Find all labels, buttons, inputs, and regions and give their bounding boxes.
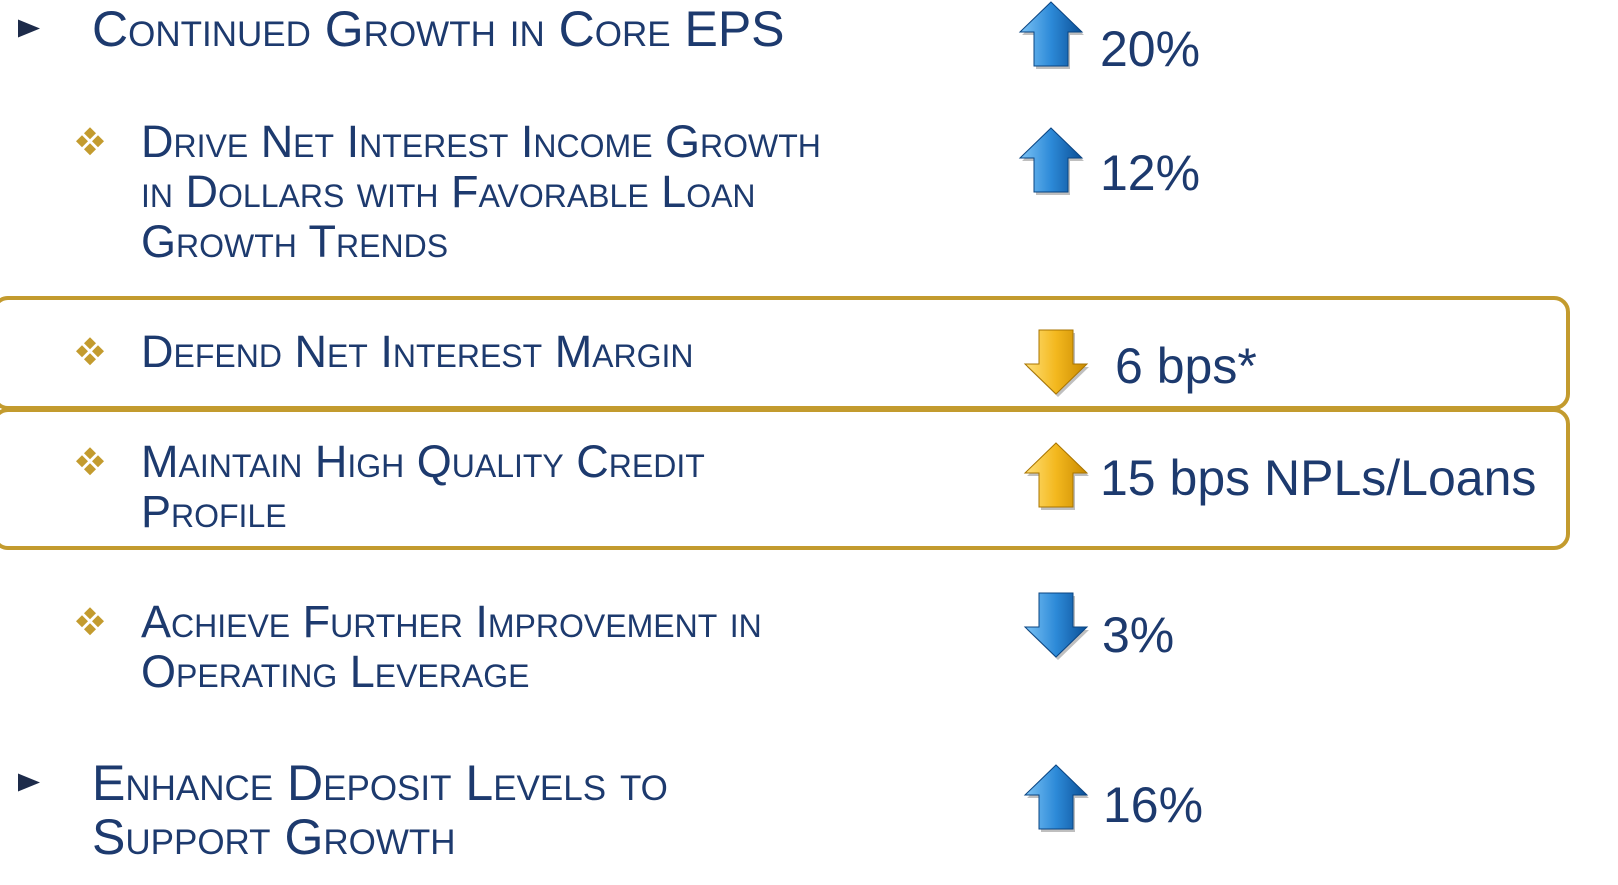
label-line: Achieve Further Improvement in [141, 596, 762, 647]
item-value: 20% [1100, 21, 1200, 77]
bullet-triangle [18, 19, 40, 38]
diamond [76, 455, 88, 468]
item-label: Maintain High Quality Credit Profile [141, 436, 705, 537]
bullet-diamonds [76, 607, 104, 636]
bullet-triangle [18, 773, 40, 792]
label-line: Operating Leverage [141, 646, 529, 697]
label-line: Drive Net Interest Income Growth [141, 116, 821, 167]
diamond [84, 143, 96, 156]
diamond [84, 623, 96, 636]
item-value: 3% [1102, 607, 1174, 663]
bullet-diamonds [76, 127, 104, 156]
diamond [92, 135, 104, 148]
trend-arrow [1023, 329, 1089, 395]
trend-arrow [1023, 764, 1089, 830]
label-line: Enhance Deposit Levels to [92, 755, 668, 811]
trend-arrow [1018, 1, 1084, 67]
diamond [92, 615, 104, 628]
trend-arrow [1023, 592, 1089, 658]
item-value: 15 bps NPLs/Loans [1100, 450, 1536, 506]
diamond [76, 345, 88, 358]
diamond [84, 463, 96, 476]
diamond [84, 607, 96, 620]
label-line: Growth Trends [141, 216, 448, 267]
trend-arrow [1023, 442, 1089, 508]
bullet-diamonds [76, 337, 104, 366]
label-line: Maintain High Quality Credit [141, 436, 705, 487]
item-label: Achieve Further Improvement in Operating … [141, 596, 762, 697]
highlight-box [0, 408, 1570, 550]
item-label: Enhance Deposit Levels to Support Growth [92, 755, 668, 865]
label-line: in Dollars with Favorable Loan [141, 166, 756, 217]
item-label: Defend Net Interest Margin [141, 326, 694, 377]
item-value: 6 bps* [1115, 338, 1257, 394]
diamond [76, 135, 88, 148]
item-label: Continued Growth in Core EPS [92, 1, 785, 57]
diamond [76, 615, 88, 628]
item-value: 16% [1103, 777, 1203, 833]
item-value: 12% [1100, 145, 1200, 201]
label-line: Support Growth [92, 809, 456, 865]
diamond [84, 447, 96, 460]
diamond [84, 353, 96, 366]
diamond [84, 127, 96, 140]
trend-arrow [1018, 127, 1084, 193]
item-label: Drive Net Interest Income Growth in Dolla… [141, 116, 821, 267]
diamond [92, 455, 104, 468]
label-line: Defend Net Interest Margin [141, 326, 694, 377]
diamond [84, 337, 96, 350]
label-line: Continued Growth in Core EPS [92, 1, 785, 57]
diamond [92, 345, 104, 358]
label-line: Profile [141, 486, 287, 537]
bullet-diamonds [76, 447, 104, 476]
